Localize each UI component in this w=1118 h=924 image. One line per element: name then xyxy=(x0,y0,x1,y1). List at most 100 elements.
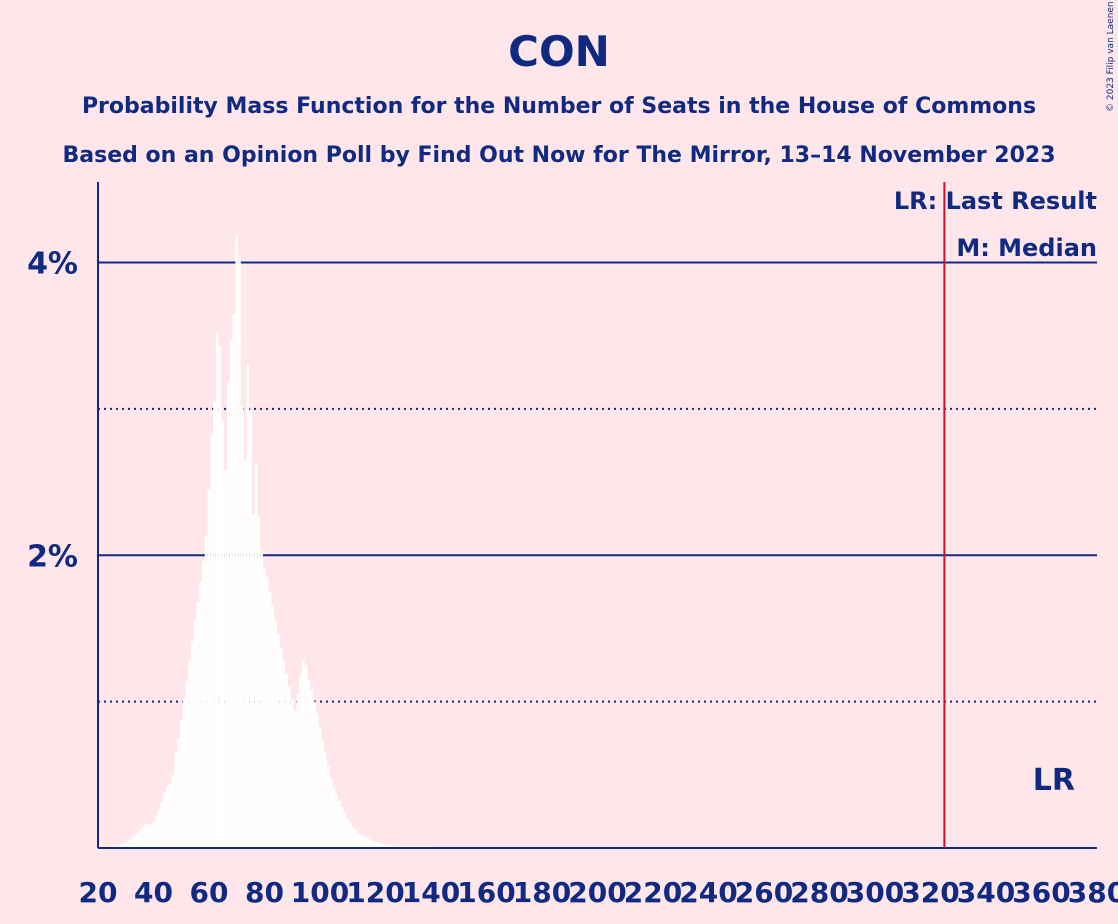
x-tick-label: 300 xyxy=(846,876,904,909)
bar-seat-104 xyxy=(329,777,333,848)
x-tick-label: 120 xyxy=(346,876,404,909)
bar-seat-64 xyxy=(218,345,222,848)
bar-seat-73 xyxy=(243,460,247,848)
bar-seat-86 xyxy=(279,647,283,848)
bar-seat-28 xyxy=(118,845,122,848)
bar-seat-40 xyxy=(152,821,155,848)
bar-seat-103 xyxy=(326,766,330,848)
x-tick-label: 360 xyxy=(1012,876,1070,909)
bar-seat-84 xyxy=(274,621,277,848)
x-tick-label: 60 xyxy=(190,876,229,909)
bar-seat-67 xyxy=(227,382,230,848)
bar-seat-91 xyxy=(293,710,297,848)
y-tick-labels: 2% 4% xyxy=(27,247,78,575)
bar-seat-47 xyxy=(171,774,175,848)
copyright-note: © 2023 Filip van Laenen xyxy=(1106,1,1116,112)
bar-seat-58 xyxy=(202,561,205,848)
x-tick-label: 20 xyxy=(79,876,118,909)
axes xyxy=(97,182,1097,849)
x-tick-label: 200 xyxy=(568,876,626,909)
bar-seat-36 xyxy=(141,827,144,848)
bar-seat-66 xyxy=(224,470,227,848)
bar-seat-52 xyxy=(185,681,189,848)
bar-seat-124 xyxy=(385,845,388,848)
bar-seat-107 xyxy=(338,801,341,848)
bar-seat-53 xyxy=(188,660,191,848)
bar-seat-65 xyxy=(221,420,225,848)
bar-seat-32 xyxy=(129,839,133,848)
bar-seat-75 xyxy=(249,411,252,848)
bar-seat-116 xyxy=(363,836,366,848)
legend-last-result: LR: Last Result xyxy=(894,187,1097,215)
bar-seat-72 xyxy=(240,405,244,848)
x-tick-labels: 20 40 60 80 10012014016018020022024026028030… xyxy=(79,876,1118,909)
bar-seat-49 xyxy=(177,738,180,848)
bar-seat-57 xyxy=(199,581,202,848)
x-tick-label: 180 xyxy=(513,876,571,909)
bar-seat-115 xyxy=(360,834,363,848)
x-tick-label: 320 xyxy=(901,876,959,909)
bar-seat-43 xyxy=(160,802,164,848)
bar-seat-62 xyxy=(213,401,216,848)
bar-seat-41 xyxy=(154,815,158,848)
bar-seat-69 xyxy=(232,313,236,848)
bar-seat-51 xyxy=(182,698,186,848)
bar-seat-87 xyxy=(282,660,286,848)
bar-seat-31 xyxy=(127,840,130,848)
bar-seat-37 xyxy=(143,824,147,848)
bar-seat-30 xyxy=(124,842,127,848)
bar-seat-89 xyxy=(288,686,291,848)
chart-title: CON xyxy=(508,27,610,76)
bar-seat-45 xyxy=(165,786,169,848)
bar-seat-126 xyxy=(390,845,394,848)
bar-seat-97 xyxy=(310,689,313,848)
bar-seat-42 xyxy=(157,809,161,848)
bar-seat-70 xyxy=(235,236,238,848)
bar-seat-122 xyxy=(379,843,383,848)
bar-seat-80 xyxy=(263,566,266,848)
bars xyxy=(110,236,433,848)
bar-seat-121 xyxy=(376,842,380,848)
chart-subtitle-source: Based on an Opinion Poll by Find Out Now… xyxy=(62,143,1055,168)
bar-seat-39 xyxy=(149,824,152,848)
bar-seat-110 xyxy=(346,818,349,848)
bar-seat-59 xyxy=(204,536,208,848)
bar-seat-60 xyxy=(207,489,211,848)
bar-seat-125 xyxy=(387,845,391,848)
x-tick-label: 260 xyxy=(735,876,793,909)
bar-seat-98 xyxy=(313,701,316,848)
bar-seat-120 xyxy=(374,842,377,848)
bar-seat-56 xyxy=(196,602,200,848)
bar-seat-96 xyxy=(307,679,311,848)
bar-seat-54 xyxy=(190,641,194,848)
bar-seat-48 xyxy=(174,752,177,848)
chart-subtitle: Probability Mass Function for the Number… xyxy=(82,94,1036,119)
x-tick-label: 280 xyxy=(790,876,848,909)
bar-seat-79 xyxy=(260,550,263,848)
bar-seat-71 xyxy=(238,255,241,848)
bar-seat-94 xyxy=(301,659,305,848)
bar-seat-119 xyxy=(371,840,374,848)
bar-seat-81 xyxy=(265,577,269,848)
grid xyxy=(98,261,1097,703)
x-tick-label: 160 xyxy=(457,876,515,909)
bar-seat-95 xyxy=(304,665,308,848)
bar-seat-90 xyxy=(290,698,294,848)
bar-seat-106 xyxy=(335,793,338,848)
bar-seat-63 xyxy=(215,332,219,848)
x-tick-label: 40 xyxy=(134,876,173,909)
bar-seat-55 xyxy=(193,621,197,848)
bar-seat-44 xyxy=(163,792,166,848)
legend-median: M: Median xyxy=(956,234,1097,262)
x-tick-label: 140 xyxy=(402,876,460,909)
bar-seat-105 xyxy=(332,786,336,848)
bar-seat-77 xyxy=(254,463,258,848)
bar-seat-83 xyxy=(271,605,275,848)
bar-seat-108 xyxy=(340,807,344,848)
x-tick-label: 340 xyxy=(957,876,1015,909)
bar-seat-92 xyxy=(296,694,300,848)
bar-seat-100 xyxy=(318,726,322,848)
bar-seat-61 xyxy=(210,435,214,848)
x-tick-label: 100 xyxy=(291,876,349,909)
